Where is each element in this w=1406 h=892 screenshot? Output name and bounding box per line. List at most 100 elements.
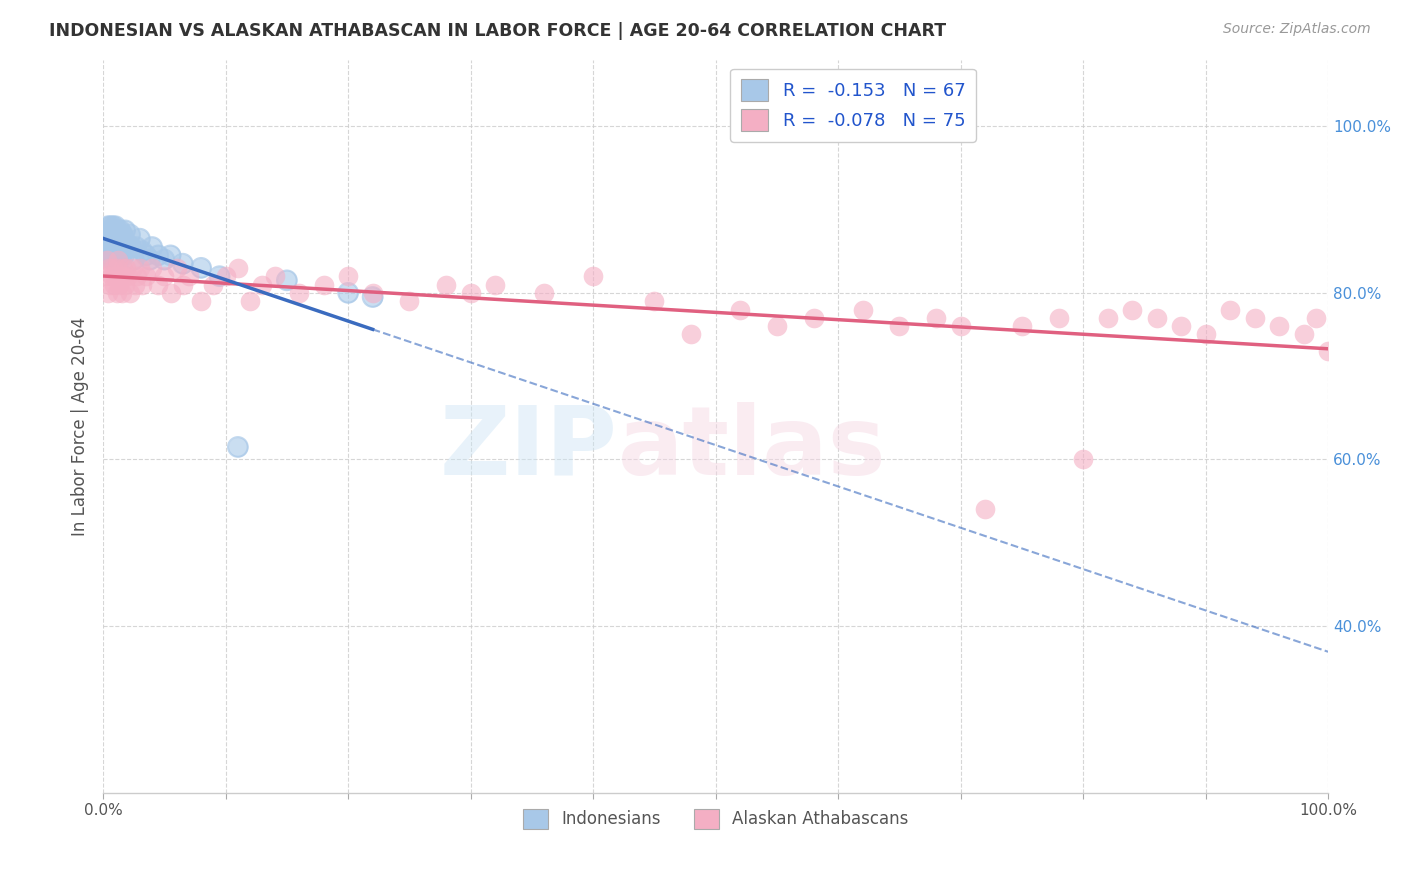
Point: [100, 219, 122, 234]
Point: [110, 240, 132, 254]
Point: [105, 223, 128, 237]
Point: [112, 235, 135, 250]
Point: [105, 223, 128, 237]
Point: [117, 240, 139, 254]
Point: [101, 252, 124, 267]
Point: [98, 227, 121, 242]
Point: [108, 227, 131, 242]
Point: [105, 248, 128, 262]
Point: [105, 260, 128, 275]
Point: [361, 285, 384, 300]
Point: [107, 227, 129, 242]
Point: [97, 219, 120, 234]
Point: [128, 260, 150, 275]
Point: [159, 248, 181, 262]
Point: [104, 244, 127, 259]
Point: [100, 223, 122, 237]
Point: [361, 290, 384, 304]
Point: [120, 240, 142, 254]
Point: [101, 240, 124, 254]
Point: [98, 227, 121, 242]
Point: [276, 273, 298, 287]
Point: [1317, 344, 1340, 359]
Point: [101, 219, 124, 234]
Point: [135, 248, 157, 262]
Point: [131, 244, 153, 259]
Point: [974, 502, 997, 516]
Point: [312, 277, 335, 292]
Point: [98, 244, 121, 259]
Point: [112, 248, 135, 262]
Point: [97, 240, 120, 254]
Text: Source: ZipAtlas.com: Source: ZipAtlas.com: [1223, 22, 1371, 37]
Point: [114, 223, 136, 237]
Point: [103, 244, 125, 259]
Point: [172, 257, 194, 271]
Point: [103, 232, 125, 246]
Point: [110, 285, 132, 300]
Point: [190, 294, 212, 309]
Point: [104, 227, 127, 242]
Point: [681, 327, 703, 342]
Point: [110, 223, 132, 237]
Point: [103, 223, 125, 237]
Point: [105, 285, 128, 300]
Point: [141, 240, 163, 254]
Point: [803, 310, 825, 325]
Point: [105, 235, 128, 250]
Point: [1121, 302, 1143, 317]
Point: [582, 269, 605, 284]
Point: [117, 240, 139, 254]
Point: [252, 277, 274, 292]
Point: [103, 244, 125, 259]
Point: [337, 285, 360, 300]
Point: [110, 227, 132, 242]
Point: [101, 260, 124, 275]
Point: [105, 248, 128, 262]
Point: [120, 240, 142, 254]
Point: [104, 219, 127, 234]
Point: [94, 235, 117, 250]
Point: [110, 248, 132, 262]
Point: [159, 285, 181, 300]
Point: [100, 227, 122, 242]
Text: atlas: atlas: [617, 401, 886, 495]
Point: [108, 232, 131, 246]
Point: [1011, 319, 1033, 334]
Point: [159, 248, 181, 262]
Point: [115, 235, 138, 250]
Point: [153, 269, 176, 284]
Point: [98, 232, 121, 246]
Point: [101, 227, 124, 242]
Point: [96, 244, 118, 259]
Point: [239, 294, 262, 309]
Point: [202, 277, 225, 292]
Point: [172, 277, 194, 292]
Point: [100, 248, 122, 262]
Point: [110, 227, 132, 242]
Point: [190, 260, 212, 275]
Point: [177, 269, 200, 284]
Point: [114, 223, 136, 237]
Point: [100, 235, 122, 250]
Point: [100, 232, 122, 246]
Point: [108, 227, 131, 242]
Point: [124, 277, 146, 292]
Point: [100, 240, 122, 254]
Point: [120, 227, 142, 242]
Point: [104, 232, 127, 246]
Point: [110, 248, 132, 262]
Point: [111, 260, 134, 275]
Point: [1292, 327, 1315, 342]
Text: INDONESIAN VS ALASKAN ATHABASCAN IN LABOR FORCE | AGE 20-64 CORRELATION CHART: INDONESIAN VS ALASKAN ATHABASCAN IN LABO…: [49, 22, 946, 40]
Point: [103, 227, 125, 242]
Point: [434, 277, 457, 292]
Point: [643, 294, 665, 309]
Point: [1170, 319, 1192, 334]
Point: [107, 252, 129, 267]
Point: [104, 232, 127, 246]
Point: [1146, 310, 1168, 325]
Point: [100, 240, 122, 254]
Point: [128, 232, 150, 246]
Y-axis label: In Labor Force | Age 20-64: In Labor Force | Age 20-64: [72, 317, 89, 536]
